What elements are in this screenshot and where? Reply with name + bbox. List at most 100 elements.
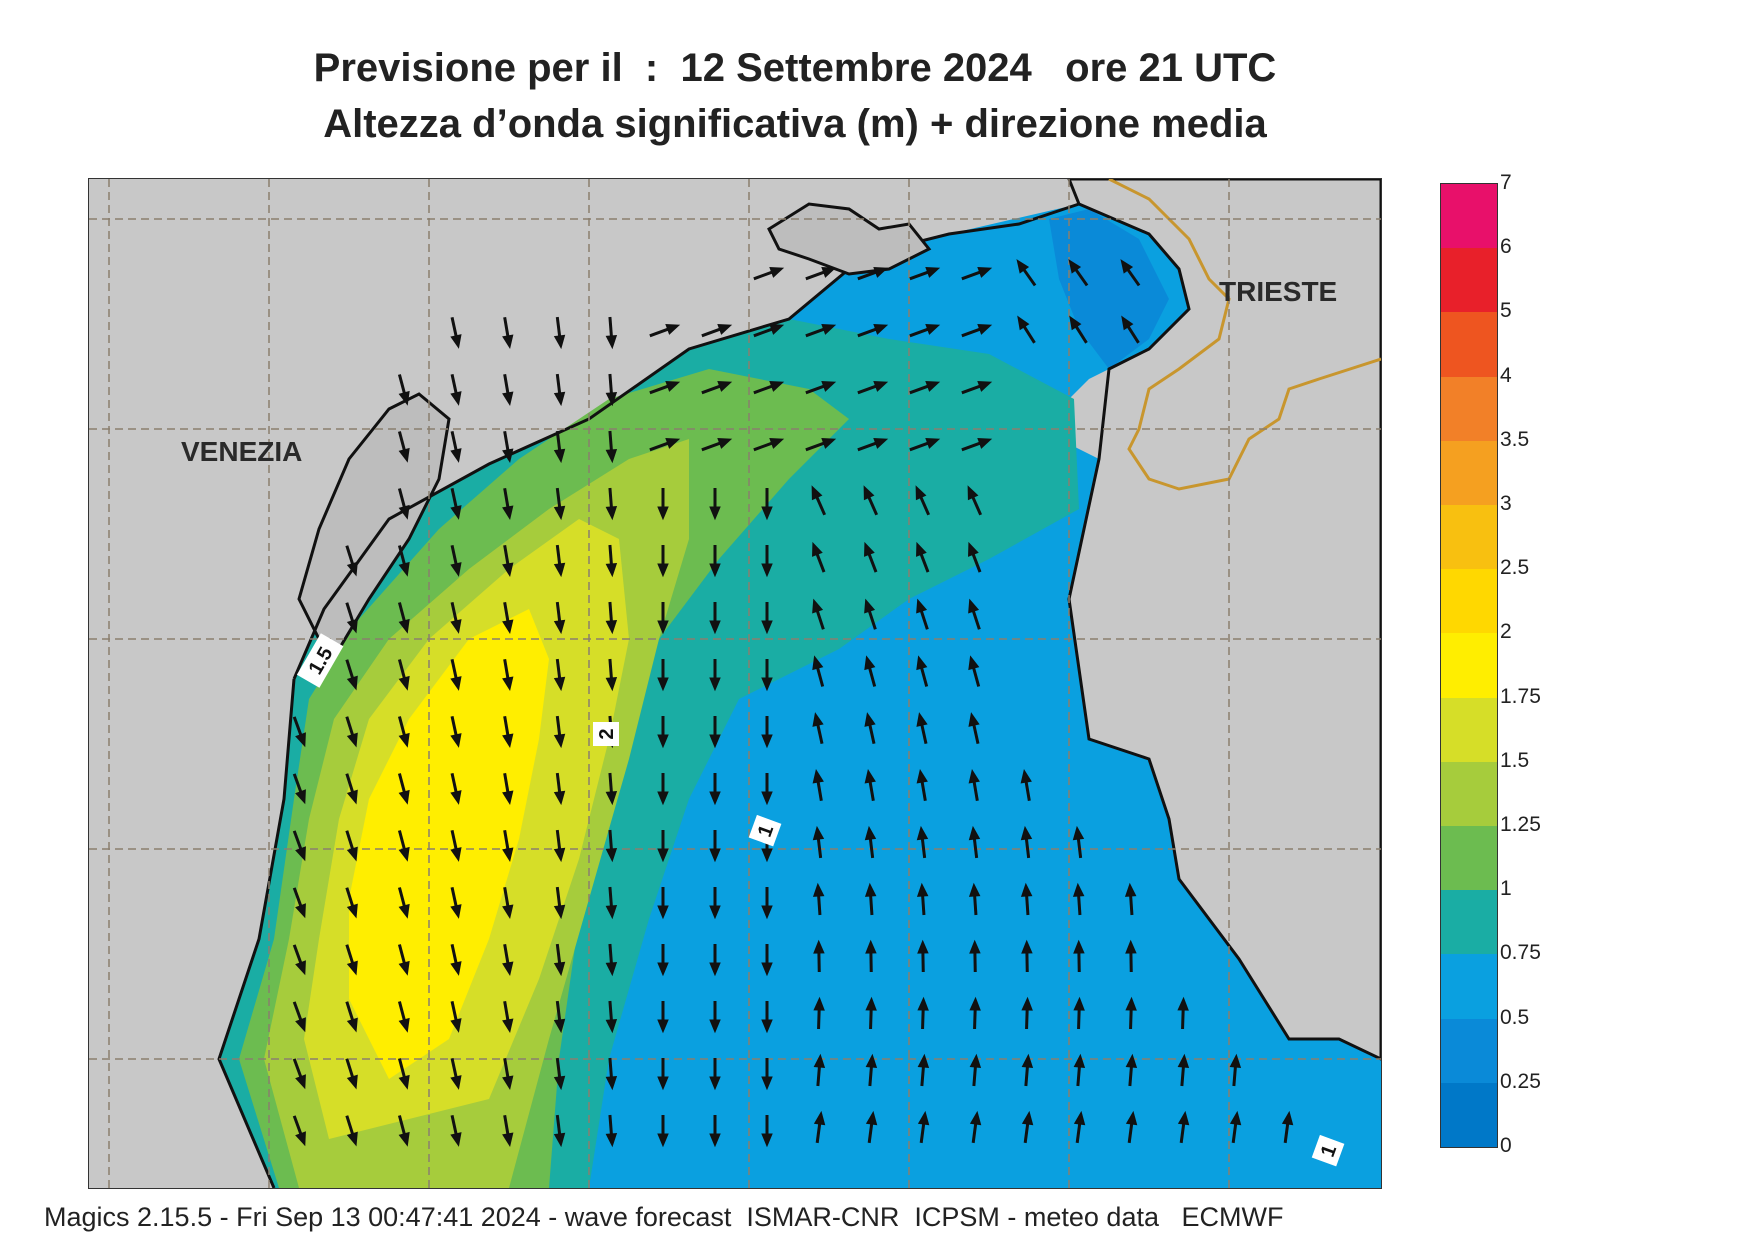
direction-arrow-head (967, 485, 979, 501)
direction-arrow-head (821, 381, 837, 392)
direction-arrow-head (502, 733, 514, 749)
direction-arrow-head (502, 562, 514, 578)
direction-arrow-head (346, 618, 358, 634)
direction-arrow-head (968, 712, 980, 727)
direction-arrow-head (1069, 315, 1082, 331)
chart-title-line-1: Previsione per il : 12 Settembre 2024 or… (313, 46, 1277, 90)
direction-arrow-head (657, 791, 669, 806)
direction-arrow-head (916, 882, 929, 897)
wave-height-map: 1.5 2 1 1 VENEZIA TRIESTE (88, 178, 1382, 1189)
legend-label: 0.75 (1500, 941, 1541, 965)
direction-arrow-head (916, 825, 929, 841)
direction-arrow-head (605, 905, 618, 920)
direction-arrow-head (450, 790, 462, 805)
direction-arrow-head (553, 391, 566, 407)
direction-arrow-head (761, 734, 773, 749)
direction-arrow-head (553, 1132, 566, 1148)
direction-arrow-head (553, 790, 566, 806)
direction-arrow-head (761, 506, 773, 521)
direction-arrow-head (969, 996, 981, 1011)
direction-arrow-head (863, 485, 875, 501)
direction-arrow-head (665, 381, 681, 392)
direction-arrow-head (450, 505, 462, 520)
direction-arrow-head (346, 903, 358, 919)
direction-arrow-head (398, 561, 410, 577)
direction-arrow-head (553, 505, 566, 521)
direction-arrow-head (398, 960, 410, 976)
direction-arrow-head (864, 712, 876, 727)
direction-arrow-head (398, 504, 410, 520)
direction-arrow-head (865, 1110, 878, 1126)
legend-label: 0.5 (1500, 1005, 1530, 1029)
grado-land (767, 202, 932, 276)
direction-arrow-head (450, 391, 462, 406)
direction-arrow-head (1073, 1053, 1086, 1068)
direction-arrow-head (968, 882, 981, 897)
legend-swatch (1441, 761, 1497, 827)
direction-arrow-head (502, 619, 514, 635)
legend-label: 4 (1500, 363, 1512, 387)
legend-label: 1.75 (1500, 684, 1541, 708)
direction-arrow-head (450, 562, 462, 577)
direction-arrow-head (1125, 939, 1137, 954)
direction-arrow-head (1177, 1053, 1190, 1068)
direction-arrow-head (968, 541, 979, 557)
direction-arrow-head (925, 324, 941, 335)
direction-arrow-head (761, 905, 773, 920)
direction-arrow-head (812, 882, 825, 897)
chart-title-line-2: Altezza d’onda significativa (m) + direz… (323, 102, 1267, 146)
direction-arrow-head (1020, 825, 1033, 841)
direction-arrow-head (502, 1018, 514, 1034)
legend-label: 1 (1500, 877, 1512, 901)
footer-credits: Magics 2.15.5 - Fri Sep 13 00:47:41 2024… (44, 1202, 1284, 1232)
direction-arrow-head (398, 447, 410, 463)
legend-swatch (1441, 440, 1497, 506)
direction-arrow-head (917, 1110, 930, 1126)
direction-arrow-head (1021, 939, 1033, 954)
direction-arrow-head (553, 733, 566, 749)
direction-arrow-head (709, 1076, 721, 1091)
direction-arrow-head (553, 562, 566, 578)
legend-swatch (1441, 826, 1497, 891)
direction-arrow-head (657, 734, 669, 749)
direction-arrow-head (1072, 825, 1085, 841)
direction-arrow-head (398, 789, 410, 805)
direction-arrow-head (812, 712, 824, 727)
direction-arrow-head (864, 655, 876, 671)
sea-band-2 (349, 609, 549, 1079)
direction-arrow-head (1121, 315, 1134, 331)
direction-arrow-head (821, 438, 837, 449)
direction-arrow-head (813, 1053, 826, 1068)
legend-swatch (1441, 890, 1497, 955)
direction-arrow-head (761, 677, 773, 692)
legend-swatch (1441, 312, 1497, 378)
direction-arrow-head (717, 438, 733, 449)
direction-arrow-head (864, 541, 875, 557)
direction-arrow-head (709, 848, 721, 863)
legend-label: 2 (1500, 620, 1512, 644)
direction-arrow-head (1073, 996, 1085, 1011)
direction-arrow-head (502, 961, 514, 977)
direction-arrow-head (450, 1075, 462, 1090)
direction-arrow-head (605, 848, 618, 863)
direction-arrow-head (605, 1019, 618, 1034)
direction-arrow-head (1021, 996, 1033, 1011)
direction-arrow-head (1120, 259, 1134, 274)
direction-arrow-head (717, 324, 733, 335)
direction-arrow-head (346, 789, 358, 805)
direction-arrow-head (605, 506, 618, 521)
direction-arrow-head (812, 768, 824, 784)
direction-arrow-head (605, 677, 618, 692)
legend-swatch (1441, 569, 1497, 634)
direction-arrow-head (812, 655, 824, 671)
direction-arrow-head (295, 846, 306, 862)
direction-arrow-head (925, 381, 941, 392)
direction-arrow-head (295, 960, 306, 976)
direction-arrow-head (761, 620, 773, 635)
direction-arrow-head (917, 1053, 930, 1068)
direction-arrow-head (450, 1018, 462, 1033)
color-scale-legend (1440, 183, 1498, 1148)
direction-arrow-head (864, 598, 876, 614)
direction-arrow-head (605, 449, 618, 464)
direction-arrow-head (295, 903, 306, 919)
